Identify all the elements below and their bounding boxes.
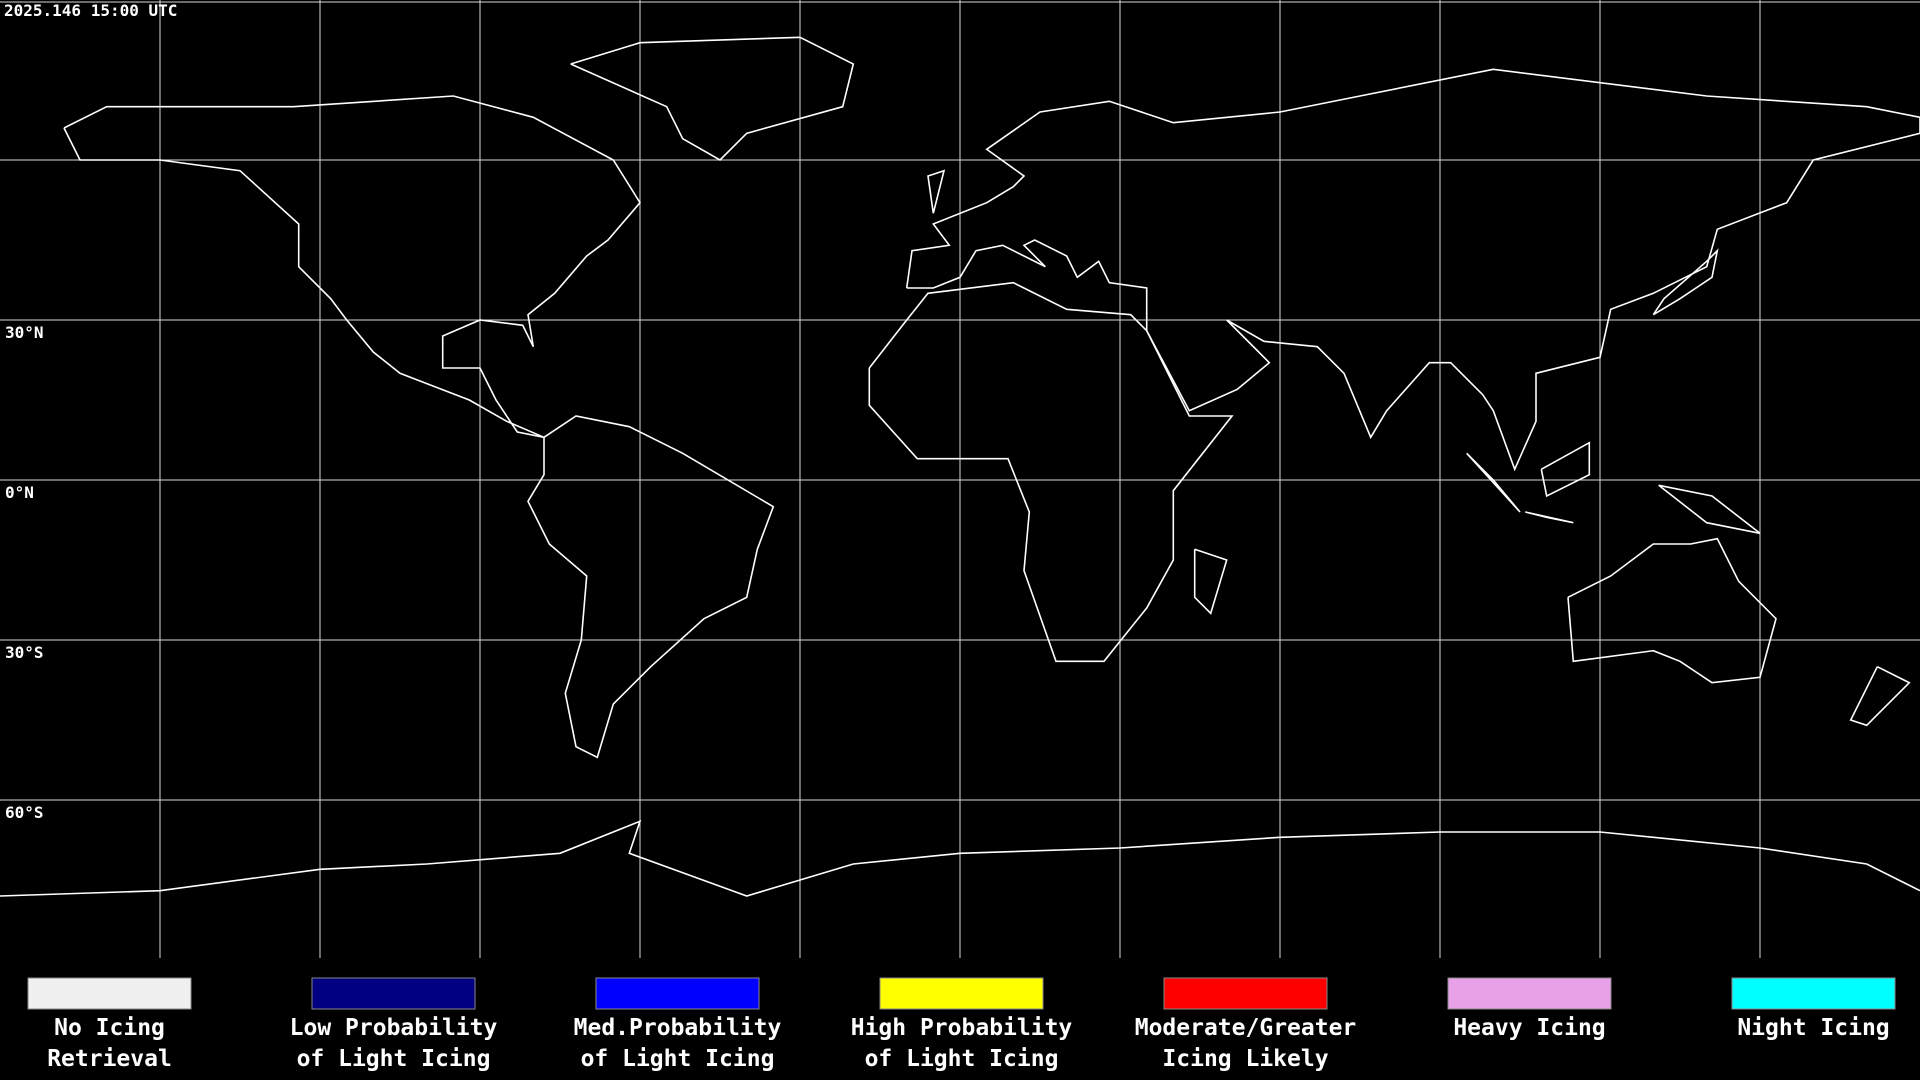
coastline xyxy=(927,169,946,214)
legend-label: Moderate/Greater xyxy=(1135,1015,1357,1041)
legend-swatch xyxy=(311,977,476,1010)
legend-label: No Icing xyxy=(54,1015,165,1041)
icing-area xyxy=(0,538,59,582)
coastline xyxy=(0,819,1920,897)
coastlines xyxy=(0,36,1920,897)
coastline xyxy=(1567,537,1777,684)
coastline xyxy=(1525,511,1574,524)
coastline xyxy=(527,415,775,759)
legend-swatch xyxy=(27,977,192,1010)
icing-area xyxy=(474,208,560,251)
icing-area xyxy=(1402,682,1531,726)
icing-area xyxy=(506,677,667,763)
legend-swatch xyxy=(1163,977,1328,1010)
coastline xyxy=(1849,665,1911,727)
coastline xyxy=(1466,452,1521,513)
timestamp: 2025.146 15:00 UTC xyxy=(4,1,177,20)
latitude-label: 60°S xyxy=(5,803,44,822)
legend-swatch xyxy=(1731,977,1896,1010)
icing-area xyxy=(1333,170,1760,363)
coastline xyxy=(905,68,1920,472)
latitude-label: 30°N xyxy=(5,323,44,342)
legend-label: Med.Probability xyxy=(574,1015,782,1041)
legend-label: of Light Icing xyxy=(297,1046,491,1072)
coastline xyxy=(570,36,855,161)
legend-swatch xyxy=(1447,977,1612,1010)
moderate-icing-layer xyxy=(0,160,1531,790)
legend-swatch xyxy=(879,977,1044,1010)
legend: No Icing Retrieval Low Probability of Light… xyxy=(27,977,1896,1072)
icing-area xyxy=(789,645,918,689)
coastline xyxy=(1540,441,1591,498)
icing-area xyxy=(26,453,187,560)
graticule xyxy=(0,0,1920,958)
legend-label: High Probability xyxy=(851,1015,1073,1041)
icing-area xyxy=(960,133,1387,240)
coastline xyxy=(1652,248,1719,316)
latitude-labels: 30°N 0°N 30°S 60°S xyxy=(5,323,44,822)
legend-label: of Light Icing xyxy=(865,1046,1059,1072)
latitude-label: 0°N xyxy=(5,483,34,502)
legend-label: Heavy Icing xyxy=(1453,1015,1605,1041)
icing-area xyxy=(0,581,107,646)
legend-label: Icing Likely xyxy=(1162,1046,1328,1072)
legend-label: Low Probability xyxy=(290,1015,498,1041)
icing-area xyxy=(1573,474,1840,539)
icing-area xyxy=(0,368,118,432)
coastline xyxy=(1193,548,1228,615)
coastline xyxy=(868,281,1234,663)
latitude-label: 30°S xyxy=(5,643,44,662)
icing-area xyxy=(1066,688,1227,752)
legend-label: Night Icing xyxy=(1737,1015,1889,1041)
icing-area xyxy=(634,160,699,192)
coastline xyxy=(63,95,641,439)
legend-swatch xyxy=(595,977,760,1010)
icing-area xyxy=(1706,714,1920,779)
icing-area xyxy=(384,357,470,390)
icing-area xyxy=(0,133,267,240)
legend-label: of Light Icing xyxy=(581,1046,775,1072)
icing-area xyxy=(53,757,161,790)
icing-area xyxy=(773,117,934,182)
legend-label: Retrieval xyxy=(47,1046,172,1072)
